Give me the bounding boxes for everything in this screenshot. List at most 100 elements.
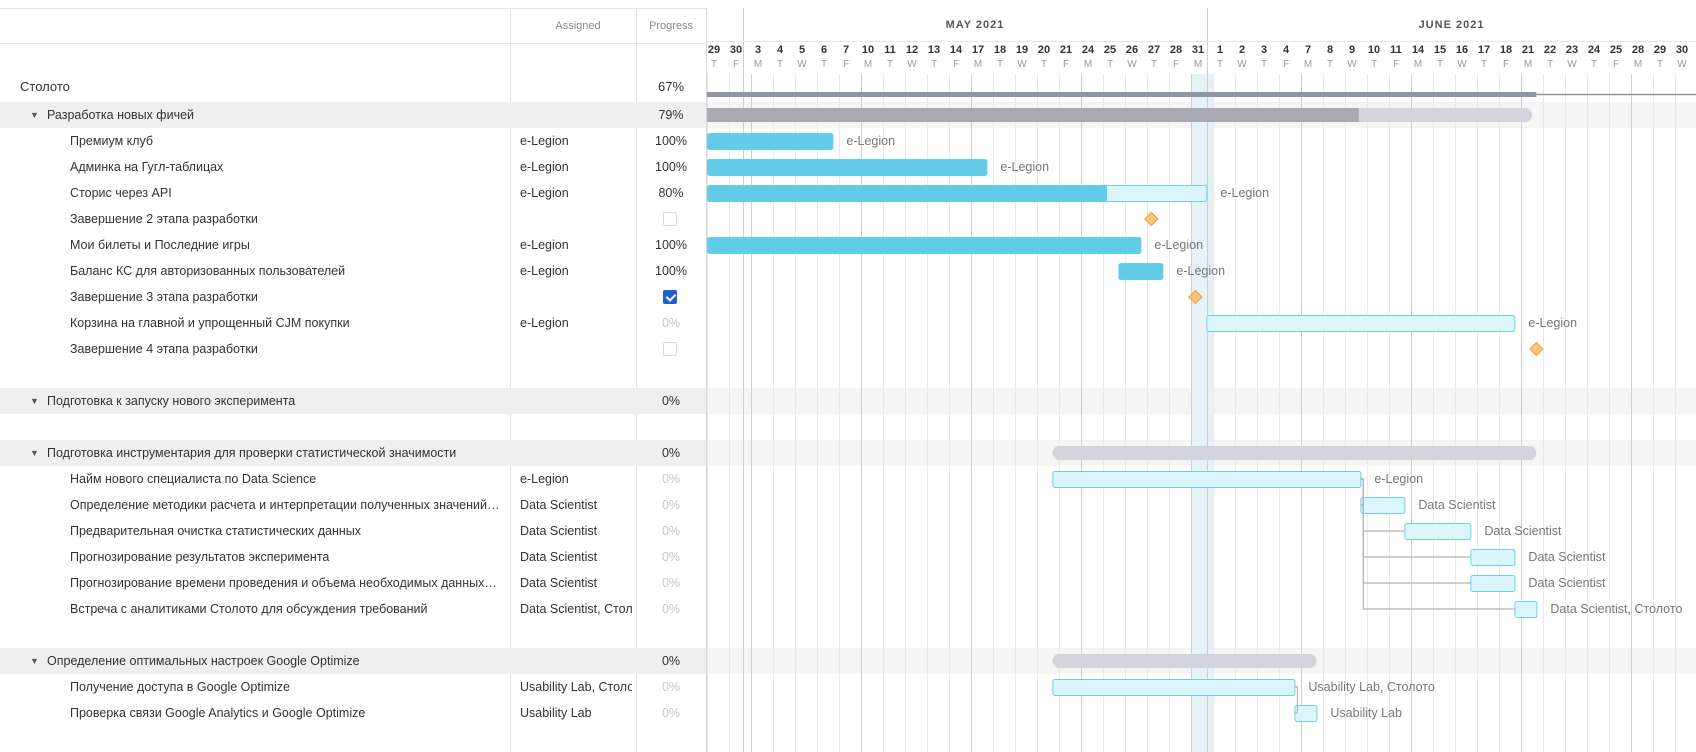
progress-value: 80%	[658, 186, 684, 200]
weekday-label: W	[1017, 59, 1027, 70]
task-row[interactable]: Встреча с аналитиками Столото для обсужд…	[0, 596, 706, 622]
task-row[interactable]: Проверка связи Google Analytics и Google…	[0, 700, 706, 726]
milestone-checkbox[interactable]	[663, 212, 677, 226]
task-row[interactable]: Сторис через API e-Legion 80%	[0, 180, 706, 206]
progress-value: 0%	[661, 498, 681, 512]
assignee[interactable]: e-Legion	[520, 186, 569, 200]
weekday-label: M	[1523, 59, 1533, 70]
bar-assignee-label: e-Legion	[846, 134, 896, 148]
assignee[interactable]: e-Legion	[520, 472, 569, 486]
bar-assignee-label: e-Legion	[1154, 238, 1204, 252]
task-row[interactable]: Премиум клуб e-Legion 100%	[0, 128, 706, 154]
assignee[interactable]: Usability Lab	[520, 706, 592, 720]
assignee[interactable]: e-Legion	[520, 238, 569, 252]
bar-assignee-label: Data Scientist, Столото	[1550, 602, 1683, 616]
group-row[interactable]: ▼ Определение оптимальных настроек Google…	[0, 648, 706, 674]
progress-value: 100%	[655, 238, 687, 252]
assignee[interactable]: e-Legion	[520, 264, 569, 278]
assignee[interactable]: Data Scientist	[520, 576, 598, 590]
task-row[interactable]: Мои билеты и Последние игры e-Legion 100%	[0, 232, 706, 258]
assignee[interactable]: Data Scientist	[520, 550, 598, 564]
group-row[interactable]: ▼ Подготовка инструментария для проверки …	[0, 440, 706, 466]
gantt-timeline[interactable]: MAY 2021 JUNE 2021 29 T 30 F 3 M 4 T 5 W 6 T 7 F 10 M 11…	[707, 8, 1696, 752]
task-row[interactable]: Прогнозирование времени проведения и объ…	[0, 570, 706, 596]
weekday-label: T	[1370, 59, 1378, 70]
collapse-toggle-icon[interactable]: ▼	[30, 448, 39, 458]
milestone-row[interactable]: Завершение 3 этапа разработки	[0, 284, 706, 310]
group-row[interactable]: ▼ Подготовка к запуску нового эксперимент…	[0, 388, 706, 414]
collapse-toggle-icon[interactable]: ▼	[30, 396, 39, 406]
task-name: Проверка связи Google Analytics и Google…	[70, 706, 366, 720]
day-number: 26	[1125, 44, 1139, 56]
progress-value: 0%	[661, 576, 681, 590]
assignee[interactable]: Usability Lab, Столо	[520, 680, 632, 694]
weekday-label: F	[1392, 59, 1400, 70]
bar-assignee-label: Data Scientist	[1418, 498, 1496, 512]
day-number: 11	[884, 44, 896, 56]
task-bar	[1404, 523, 1472, 540]
milestone-checkbox[interactable]	[663, 290, 677, 304]
weekday-label: T	[1546, 59, 1554, 70]
project-row[interactable]: Столото 67%	[0, 74, 706, 100]
weekday-label: T	[996, 59, 1004, 70]
assignee[interactable]: e-Legion	[520, 134, 569, 148]
gantt-canvas[interactable]	[707, 8, 1696, 752]
assignee[interactable]: Data Scientist	[520, 498, 598, 512]
bar-assignee-label: Usability Lab, Столото	[1308, 680, 1435, 694]
day-number: 16	[1455, 44, 1469, 56]
weekday-label: T	[1106, 59, 1114, 70]
task-row[interactable]: Получение доступа в Google Optimize Usabi…	[0, 674, 706, 700]
day-number: 11	[1390, 44, 1402, 56]
group-row[interactable]: ▼ Разработка новых фичей 79%	[0, 102, 706, 128]
weekday-label: F	[1612, 59, 1620, 70]
assignee[interactable]: e-Legion	[520, 316, 569, 330]
task-name: Предварительная очистка статистических д…	[70, 524, 361, 538]
milestone-row[interactable]: Завершение 2 этапа разработки	[0, 206, 706, 232]
weekday-label: F	[1502, 59, 1510, 70]
assignee[interactable]: Data Scientist	[520, 524, 598, 538]
weekday-label: T	[1040, 59, 1048, 70]
day-number: 9	[1348, 44, 1356, 56]
weekday-label: M	[973, 59, 983, 70]
task-row[interactable]: Корзина на главной и упрощенный CJM поку…	[0, 310, 706, 336]
progress-value: 0%	[661, 472, 681, 486]
day-number: 29	[707, 44, 721, 56]
grid-header: Assigned Progress	[0, 8, 706, 44]
group-summary-bar	[1052, 654, 1317, 668]
dependency-link	[1360, 478, 1515, 610]
task-row[interactable]: Предварительная очистка статистических д…	[0, 518, 706, 544]
task-row[interactable]: Найм нового специалиста по Data Science e…	[0, 466, 706, 492]
day-number: 2	[1238, 44, 1246, 56]
progress-column-divider[interactable]	[636, 8, 637, 752]
task-row[interactable]: Админка на Гугл-таблицах e-Legion 100%	[0, 154, 706, 180]
milestone-name: Завершение 2 этапа разработки	[70, 212, 258, 226]
progress-value: 0%	[661, 680, 681, 694]
task-name: Сторис через API	[70, 186, 172, 200]
task-name: Прогнозирование результатов эксперимента	[70, 550, 330, 564]
grid-gantt-divider[interactable]	[706, 8, 707, 752]
weekday-label: T	[1326, 59, 1334, 70]
task-bar	[1206, 315, 1516, 332]
task-bar	[1052, 679, 1296, 696]
today-highlight	[1192, 74, 1213, 752]
bar-assignee-label: e-Legion	[1000, 160, 1050, 174]
collapse-toggle-icon[interactable]: ▼	[30, 656, 39, 666]
day-number: 18	[993, 44, 1007, 56]
collapse-toggle-icon[interactable]: ▼	[30, 110, 39, 120]
assigned-column-divider[interactable]	[510, 8, 511, 752]
progress-column-header[interactable]: Progress	[648, 20, 694, 32]
weekday-label: W	[1347, 59, 1357, 70]
task-name: Прогнозирование времени проведения и объ…	[70, 576, 497, 590]
task-row[interactable]: Баланс КС для авторизованных пользовател…	[0, 258, 706, 284]
task-row[interactable]: Определение методики расчета и интерпрет…	[0, 492, 706, 518]
assignee[interactable]: e-Legion	[520, 160, 569, 174]
milestone-checkbox[interactable]	[663, 342, 677, 356]
day-number: 31	[1191, 44, 1205, 56]
task-name: Определение методики расчета и интерпрет…	[70, 498, 500, 512]
milestone-row[interactable]: Завершение 4 этапа разработки	[0, 336, 706, 362]
assignee[interactable]: Data Scientist, Стол	[520, 602, 632, 616]
task-row[interactable]: Прогнозирование результатов эксперимента…	[0, 544, 706, 570]
assigned-column-header[interactable]: Assigned	[555, 20, 601, 32]
group-name: Подготовка к запуску нового эксперимента	[47, 394, 296, 408]
